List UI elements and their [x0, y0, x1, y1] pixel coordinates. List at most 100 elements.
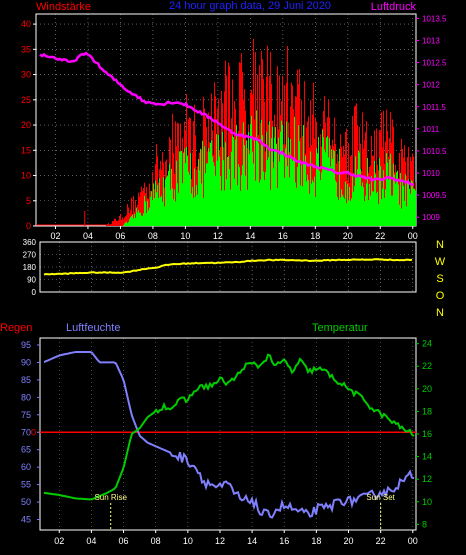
time-tick-label: 16	[278, 231, 288, 241]
wind-average-bars	[123, 110, 416, 226]
temperature-line	[43, 353, 415, 501]
temperature-line-group	[43, 353, 415, 501]
time-tick-label: 14	[245, 231, 255, 241]
time-tick-label: 14	[247, 536, 257, 546]
wind-tick-label: 40	[21, 19, 31, 29]
compass-letter: W	[435, 256, 446, 268]
time-tick-label: 00	[408, 536, 418, 546]
humidity-tick-label: 65	[21, 445, 31, 455]
direction-tick-label: 90	[27, 276, 36, 285]
wind-axis: 0 5 10 15 20 25 30 35 40	[21, 19, 36, 231]
temperature-tick-label: 24	[422, 339, 432, 349]
pressure-tick-label: 1012	[422, 81, 440, 90]
wind-tick-label: 0	[26, 221, 31, 231]
pressure-tick-label: 1010.5	[422, 147, 447, 156]
humidity-tick-label: 70	[21, 427, 31, 437]
direction-grid	[40, 241, 416, 293]
temperature-tick-label: 16	[422, 429, 432, 439]
pressure-title: Luftdruck	[371, 1, 417, 13]
time-axis-top: 02 04 06 08 10 12 14 16 18 20 22 00	[50, 226, 418, 241]
humidity-line-group	[43, 351, 415, 519]
humidity-tick-label: 55	[21, 480, 31, 490]
humidity-line	[43, 351, 415, 519]
pressure-axis: 1009 1009.5 1010 1010.5 1011 1011.5 1012 1012.5…	[416, 14, 447, 222]
pressure-tick-label: 1011.5	[422, 103, 446, 112]
time-tick-label: 22	[376, 536, 386, 546]
temperature-title: Temperatur	[312, 322, 368, 334]
rain-title: Regen	[0, 322, 32, 334]
wind-tick-label: 25	[21, 95, 31, 105]
humidity-tick-label: 90	[21, 357, 31, 367]
temperature-tick-label: 14	[422, 452, 432, 462]
direction-tick-label: 270	[23, 251, 37, 260]
time-tick-label: 18	[310, 231, 320, 241]
compass-letter: O	[436, 290, 445, 302]
pressure-tick-label: 1011	[422, 125, 440, 134]
wind-tick-label: 15	[21, 145, 31, 155]
time-tick-label: 10	[183, 536, 193, 546]
rain-zero-label: 0	[31, 427, 36, 437]
chart-date-title: 24 hour graph data, 29 Juni 2020	[169, 0, 331, 12]
direction-line-group	[43, 258, 413, 276]
direction-tick-label: 0	[32, 288, 37, 297]
time-tick-label: 20	[344, 536, 354, 546]
compass-letter: N	[436, 239, 444, 251]
time-tick-label: 18	[311, 536, 321, 546]
humidity-title: Luftfeuchte	[66, 322, 120, 334]
temperature-tick-label: 22	[422, 361, 432, 371]
pressure-line	[39, 51, 415, 186]
pressure-tick-label: 1013.5	[422, 14, 447, 23]
pressure-tick-label: 1013	[422, 37, 440, 46]
time-tick-label: 08	[148, 231, 158, 241]
sunset-label: Sun Set	[366, 493, 395, 502]
humidity-tick-label: 45	[21, 515, 31, 525]
humidity-axis: 45 50 55 60 65 70 75 80 85 90 95	[21, 340, 40, 525]
wind-tick-label: 5	[26, 196, 31, 206]
time-tick-label: 16	[279, 536, 289, 546]
wind-tick-label: 20	[21, 120, 31, 130]
time-tick-label: 22	[375, 231, 385, 241]
time-tick-label: 04	[86, 536, 96, 546]
rain-line-group: 0	[31, 427, 416, 437]
time-tick-label: 20	[343, 231, 353, 241]
humidity-tick-label: 95	[21, 340, 31, 350]
pressure-tick-label: 1012.5	[422, 59, 447, 68]
time-tick-label: 12	[215, 536, 225, 546]
pressure-tick-label: 1009.5	[422, 191, 447, 200]
wind-tick-label: 30	[21, 70, 31, 80]
wind-tick-label: 35	[21, 44, 31, 54]
time-tick-label: 02	[54, 536, 64, 546]
sun-markers: Sun Rise Sun Set	[94, 493, 396, 530]
time-axis-bottom: 02 04 06 08 10 12 14 16 18 20 22 00	[54, 530, 418, 546]
pressure-tick-label: 1010	[422, 169, 440, 178]
time-tick-label: 00	[408, 231, 418, 241]
humidity-tick-label: 85	[21, 375, 31, 385]
wind-tick-label: 10	[21, 171, 31, 181]
compass-letter: N	[436, 307, 444, 319]
direction-tick-label: 180	[23, 263, 37, 272]
temperature-tick-label: 8	[422, 519, 427, 529]
temperature-tick-label: 18	[422, 406, 432, 416]
direction-axis: 0 90 180 270 360	[23, 238, 37, 297]
temperature-tick-label: 10	[422, 497, 432, 507]
direction-tick-label: 360	[23, 238, 37, 247]
time-tick-label: 04	[83, 231, 93, 241]
wind-title: Windstärke	[36, 1, 91, 13]
sunrise-label: Sun Rise	[94, 493, 127, 502]
pressure-line-group	[39, 51, 415, 186]
time-tick-label: 12	[213, 231, 223, 241]
time-tick-label: 08	[151, 536, 161, 546]
humidity-tick-label: 60	[21, 462, 31, 472]
time-tick-label: 06	[115, 231, 125, 241]
pressure-tick-label: 1009	[422, 213, 440, 222]
time-tick-label: 10	[180, 231, 190, 241]
compass-letter: S	[436, 273, 443, 285]
temperature-axis: 8 10 12 14 16 18 20 22 24	[416, 339, 432, 529]
temperature-tick-label: 20	[422, 384, 432, 394]
humidity-tick-label: 80	[21, 392, 31, 402]
humidity-tick-label: 50	[21, 497, 31, 507]
time-tick-label: 06	[119, 536, 129, 546]
time-tick-label: 02	[50, 231, 60, 241]
